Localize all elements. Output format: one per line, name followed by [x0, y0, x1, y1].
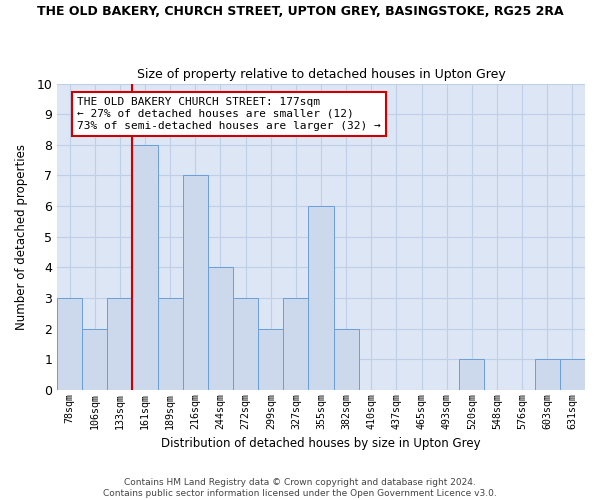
Bar — [82, 328, 107, 390]
Bar — [133, 145, 158, 390]
Bar — [560, 360, 585, 390]
X-axis label: Distribution of detached houses by size in Upton Grey: Distribution of detached houses by size … — [161, 437, 481, 450]
Bar — [107, 298, 133, 390]
Bar — [283, 298, 308, 390]
Bar — [535, 360, 560, 390]
Bar — [308, 206, 334, 390]
Bar — [460, 360, 484, 390]
Text: THE OLD BAKERY, CHURCH STREET, UPTON GREY, BASINGSTOKE, RG25 2RA: THE OLD BAKERY, CHURCH STREET, UPTON GRE… — [37, 5, 563, 18]
Bar — [158, 298, 183, 390]
Bar — [258, 328, 283, 390]
Bar — [334, 328, 359, 390]
Text: Contains HM Land Registry data © Crown copyright and database right 2024.
Contai: Contains HM Land Registry data © Crown c… — [103, 478, 497, 498]
Y-axis label: Number of detached properties: Number of detached properties — [15, 144, 28, 330]
Text: THE OLD BAKERY CHURCH STREET: 177sqm
← 27% of detached houses are smaller (12)
7: THE OLD BAKERY CHURCH STREET: 177sqm ← 2… — [77, 98, 381, 130]
Bar — [208, 268, 233, 390]
Bar — [57, 298, 82, 390]
Title: Size of property relative to detached houses in Upton Grey: Size of property relative to detached ho… — [137, 68, 505, 81]
Bar — [233, 298, 258, 390]
Bar — [183, 176, 208, 390]
